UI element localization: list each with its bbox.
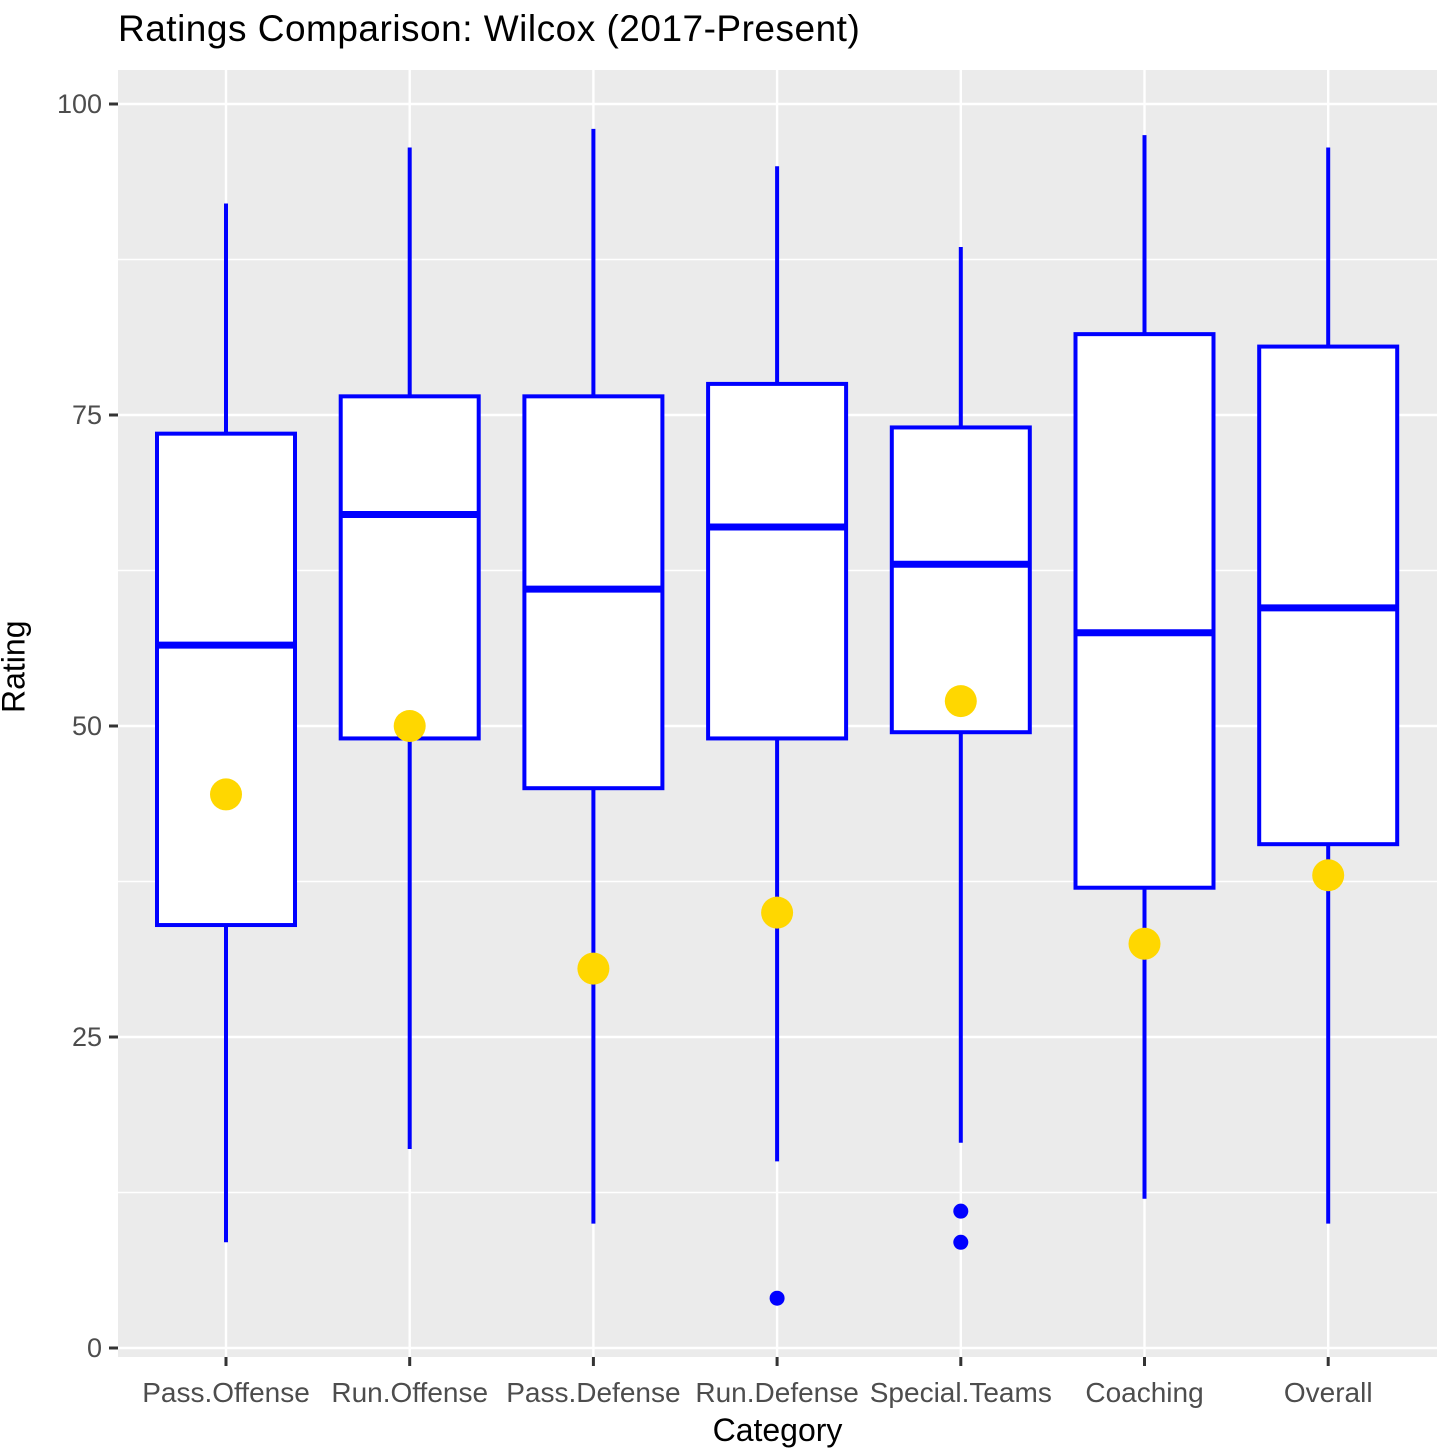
box — [155, 431, 297, 928]
x-axis-title: Category — [712, 1412, 843, 1448]
highlight-point — [210, 778, 242, 811]
highlight-point — [393, 710, 426, 742]
y-tick-label: 75 — [72, 400, 102, 430]
x-tick-label: Special.Teams — [870, 1377, 1052, 1408]
outlier-point — [769, 1290, 785, 1306]
highlight-point — [1128, 927, 1161, 960]
y-tick-label: 100 — [57, 89, 102, 119]
box — [338, 394, 481, 741]
outlier-point — [953, 1203, 969, 1219]
x-tick-label: Pass.Defense — [506, 1377, 680, 1408]
x-tick-label: Overall — [1284, 1377, 1373, 1408]
y-tick-label: 25 — [72, 1022, 102, 1052]
highlight-point — [1312, 859, 1345, 892]
box — [706, 381, 849, 741]
highlight-point — [761, 896, 794, 929]
x-tick-label: Coaching — [1085, 1377, 1203, 1408]
y-tick-label: 50 — [72, 711, 102, 741]
highlight-point — [944, 685, 977, 718]
outlier-point — [953, 1234, 969, 1250]
x-tick-label: Run.Offense — [331, 1377, 488, 1408]
box — [1073, 332, 1216, 890]
y-tick-label: 0 — [87, 1333, 102, 1363]
box — [1257, 344, 1400, 847]
chart-title: Ratings Comparison: Wilcox (2017-Present… — [118, 8, 861, 49]
highlight-point — [577, 952, 610, 985]
x-tick-label: Run.Defense — [695, 1377, 858, 1408]
x-tick-label: Pass.Offense — [142, 1377, 310, 1408]
box — [889, 425, 1032, 735]
